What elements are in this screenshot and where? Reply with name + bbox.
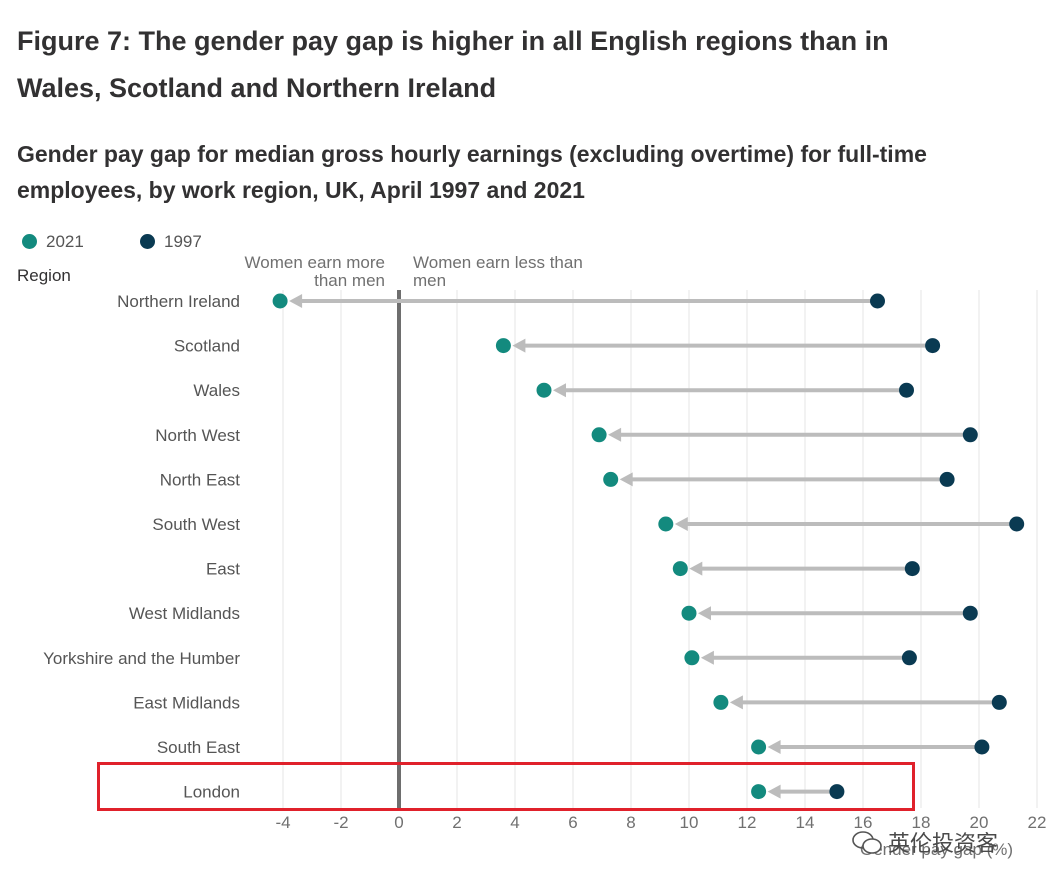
point-1997-north-east <box>939 471 955 487</box>
category-label-north-east: North East <box>160 470 241 489</box>
point-2021-northern-ireland <box>272 293 288 309</box>
point-1997-wales <box>899 382 914 398</box>
arrow-head-wales <box>553 383 566 398</box>
category-label-wales: Wales <box>193 381 240 400</box>
category-label-west-midlands: West Midlands <box>129 604 240 623</box>
y-axis-title: Region <box>17 266 71 285</box>
legend-item-1997: 1997 <box>140 231 202 253</box>
category-label-south-west: South West <box>152 515 240 534</box>
x-tick-label-2: 2 <box>452 813 461 832</box>
point-2021-east <box>672 561 688 577</box>
x-tick-label--4: -4 <box>275 813 290 832</box>
x-tick-label-16: 16 <box>854 813 873 832</box>
arrow-head-west-midlands <box>698 606 711 621</box>
point-2021-south-east <box>751 739 767 755</box>
figure-title: Figure 7: The gender pay gap is higher i… <box>17 26 889 103</box>
x-tick-label-10: 10 <box>680 813 699 832</box>
point-1997-yorkshire-and-the-humber <box>901 650 917 666</box>
category-label-east-midlands: East Midlands <box>133 693 240 712</box>
arrow-head-south-west <box>674 517 688 531</box>
point-1997-west-midlands <box>962 605 978 621</box>
category-label-yorkshire-and-the-humber: Yorkshire and the Humber <box>43 649 240 668</box>
arrow-head-east-midlands <box>729 695 743 710</box>
arrow-head-north-east <box>619 472 633 487</box>
legend-label-1997: 1997 <box>164 232 202 251</box>
point-2021-east-midlands <box>713 694 729 710</box>
point-2021-north-west <box>591 427 607 443</box>
category-label-south-east: South East <box>157 738 240 757</box>
category-label-northern-ireland: Northern Ireland <box>117 292 240 311</box>
category-label-east: East <box>206 560 240 579</box>
point-1997-south-east <box>974 739 990 755</box>
arrow-head-south-east <box>767 740 781 754</box>
category-label-london: London <box>183 783 240 802</box>
point-1997-south-west <box>1009 516 1025 532</box>
point-1997-scotland <box>925 338 941 354</box>
point-2021-scotland <box>495 338 511 354</box>
point-1997-east-midlands <box>991 694 1007 710</box>
x-tick-label--2: -2 <box>333 813 348 832</box>
chart-title: Gender pay gap for median gross hourly e… <box>17 141 927 203</box>
annotation-women-earn-less: Women earn less than men <box>413 253 583 290</box>
watermark-text: 英伦投资客 <box>888 831 999 856</box>
legend-label-2021: 2021 <box>46 232 84 251</box>
x-tick-label-18: 18 <box>912 813 931 832</box>
point-2021-north-east <box>603 471 619 487</box>
arrow-head-london <box>767 784 781 799</box>
x-tick-label-20: 20 <box>970 813 989 832</box>
legend-dot-2021 <box>22 234 37 249</box>
point-1997-north-west <box>962 427 978 443</box>
category-label-north-west: North West <box>155 426 240 445</box>
point-1997-northern-ireland <box>870 293 885 309</box>
x-tick-label-6: 6 <box>568 813 577 832</box>
x-tick-label-14: 14 <box>796 813 815 832</box>
x-axis-title: Gender pay gap (%) <box>860 840 1014 859</box>
point-2021-west-midlands <box>681 605 697 621</box>
arrow-head-yorkshire-and-the-humber <box>700 650 714 665</box>
chat-bubble-icon <box>852 831 882 854</box>
point-1997-london <box>829 784 845 800</box>
point-2021-south-west <box>658 516 674 532</box>
point-2021-yorkshire-and-the-humber <box>684 650 700 666</box>
x-tick-label-4: 4 <box>510 813 519 832</box>
x-tick-label-22: 22 <box>1028 813 1047 832</box>
point-2021-wales <box>536 382 552 398</box>
x-tick-label-8: 8 <box>626 813 635 832</box>
arrow-head-east <box>689 561 703 576</box>
london-highlight-box <box>97 762 915 811</box>
watermark: 英伦投资客 <box>852 826 998 858</box>
x-tick-label-12: 12 <box>738 813 757 832</box>
category-label-scotland: Scotland <box>174 337 240 356</box>
point-1997-east <box>904 561 920 577</box>
legend-dot-1997 <box>140 234 155 249</box>
legend-item-2021: 2021 <box>22 231 84 253</box>
arrow-head-scotland <box>512 338 526 353</box>
arrow-head-northern-ireland <box>289 294 303 308</box>
point-2021-london <box>751 784 767 800</box>
x-tick-label-0: 0 <box>394 813 403 832</box>
annotation-women-earn-more: Women earn more than men <box>244 253 385 290</box>
arrow-head-north-west <box>608 427 622 442</box>
